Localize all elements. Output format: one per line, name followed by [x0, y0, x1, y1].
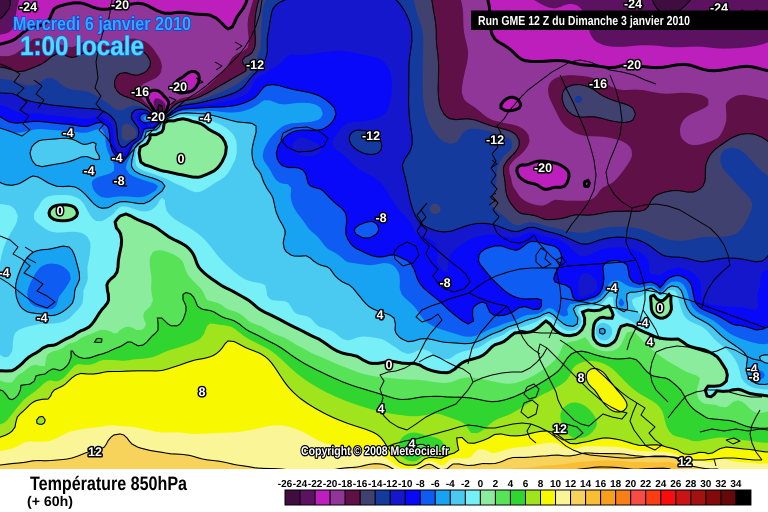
svg-text:-4: -4	[199, 111, 210, 125]
svg-text:0: 0	[386, 358, 393, 372]
svg-text:Copyright © 2008 Meteociel.fr: Copyright © 2008 Meteociel.fr	[301, 444, 449, 458]
svg-text:18: 18	[610, 479, 622, 490]
svg-text:10: 10	[550, 479, 562, 490]
svg-text:0: 0	[178, 152, 185, 166]
svg-text:6: 6	[523, 479, 529, 490]
svg-text:-8: -8	[375, 211, 386, 225]
svg-text:-10: -10	[398, 479, 413, 490]
svg-text:1:00 locale: 1:00 locale	[20, 31, 144, 61]
svg-text:-4: -4	[606, 281, 617, 295]
svg-text:12: 12	[553, 422, 567, 436]
svg-text:32: 32	[715, 479, 727, 490]
svg-text:-8: -8	[748, 370, 759, 384]
svg-text:-4: -4	[637, 316, 648, 330]
svg-text:(+ 60h): (+ 60h)	[27, 493, 73, 509]
svg-text:-4: -4	[0, 266, 10, 280]
svg-text:34: 34	[730, 479, 742, 490]
svg-text:2: 2	[493, 479, 499, 490]
svg-text:4: 4	[409, 437, 416, 451]
svg-text:Run GME 12 Z du Dimanche 3 jan: Run GME 12 Z du Dimanche 3 janvier 2010	[478, 13, 690, 28]
svg-text:-20: -20	[323, 479, 338, 490]
svg-text:-18: -18	[338, 479, 353, 490]
svg-text:-22: -22	[308, 479, 323, 490]
svg-text:4: 4	[508, 479, 514, 490]
svg-text:22: 22	[640, 479, 652, 490]
svg-text:-4: -4	[111, 151, 122, 165]
svg-text:-4: -4	[62, 126, 73, 140]
svg-text:28: 28	[685, 479, 697, 490]
svg-text:-8: -8	[113, 174, 124, 188]
svg-text:-4: -4	[36, 311, 47, 325]
svg-text:-12: -12	[486, 133, 504, 147]
svg-text:-16: -16	[131, 85, 149, 99]
svg-text:12: 12	[88, 445, 102, 459]
svg-text:4: 4	[378, 402, 385, 416]
svg-text:-16: -16	[353, 479, 368, 490]
svg-text:16: 16	[595, 479, 607, 490]
svg-text:-12: -12	[383, 479, 398, 490]
svg-text:12: 12	[678, 455, 692, 469]
svg-text:Mercredi 6 janvier 2010: Mercredi 6 janvier 2010	[13, 14, 191, 35]
svg-text:-16: -16	[589, 77, 607, 91]
svg-text:30: 30	[700, 479, 712, 490]
svg-text:-4: -4	[446, 479, 455, 490]
svg-text:0: 0	[478, 479, 484, 490]
svg-text:24: 24	[655, 479, 667, 490]
svg-text:-8: -8	[439, 276, 450, 290]
svg-text:-12: -12	[362, 129, 380, 143]
svg-text:-20: -20	[623, 58, 641, 72]
svg-text:-4: -4	[83, 164, 94, 178]
svg-text:14: 14	[580, 479, 592, 490]
svg-text:-24: -24	[293, 479, 308, 490]
svg-text:-20: -20	[169, 80, 187, 94]
svg-text:12: 12	[565, 479, 577, 490]
svg-text:0: 0	[657, 301, 664, 315]
svg-text:-20: -20	[111, 0, 129, 12]
svg-text:-20: -20	[147, 110, 165, 124]
svg-text:-26: -26	[278, 479, 293, 490]
svg-text:0: 0	[57, 204, 64, 218]
svg-text:-24: -24	[624, 0, 642, 11]
svg-text:-24: -24	[19, 0, 37, 14]
svg-text:-2: -2	[461, 479, 470, 490]
svg-text:-6: -6	[431, 479, 440, 490]
svg-text:-8: -8	[416, 479, 425, 490]
svg-text:-12: -12	[246, 58, 264, 72]
svg-text:-4: -4	[746, 362, 757, 376]
svg-text:8: 8	[199, 385, 206, 399]
svg-text:-20: -20	[534, 161, 552, 175]
svg-text:26: 26	[670, 479, 682, 490]
svg-text:-14: -14	[368, 479, 383, 490]
svg-text:Température 850hPa: Température 850hPa	[30, 473, 187, 495]
svg-text:4: 4	[647, 335, 654, 349]
svg-text:20: 20	[625, 479, 637, 490]
svg-text:8: 8	[578, 371, 585, 385]
svg-text:8: 8	[538, 479, 544, 490]
svg-text:4: 4	[377, 308, 384, 322]
